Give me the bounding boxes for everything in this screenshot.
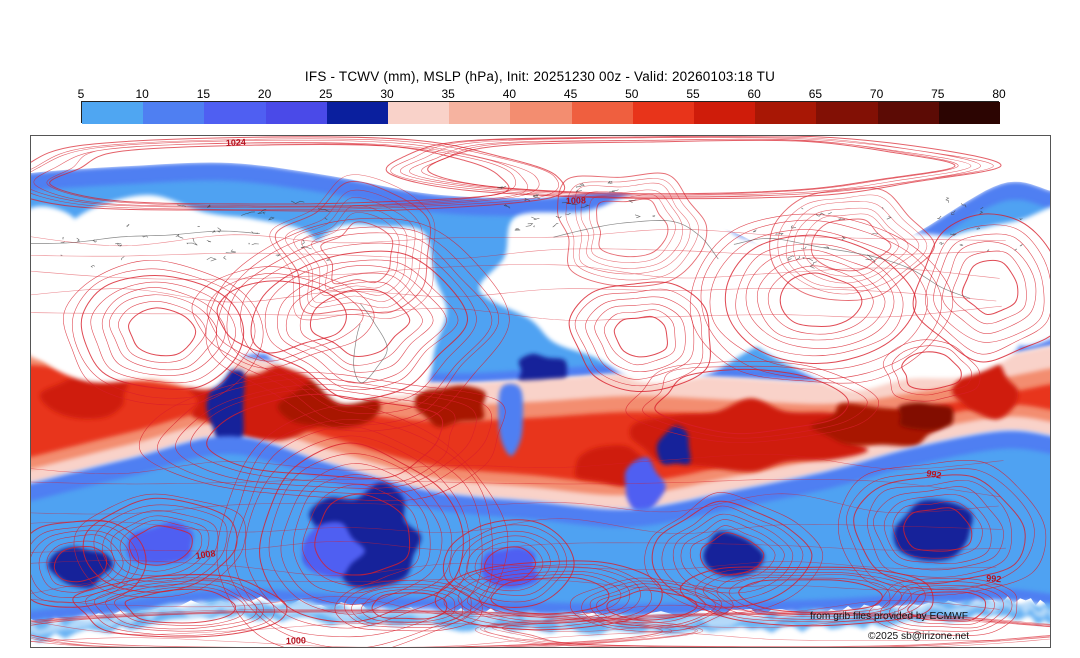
svg-text:992: 992 bbox=[986, 573, 1002, 584]
svg-text:1024: 1024 bbox=[226, 137, 247, 148]
svg-text:1000: 1000 bbox=[286, 635, 306, 646]
